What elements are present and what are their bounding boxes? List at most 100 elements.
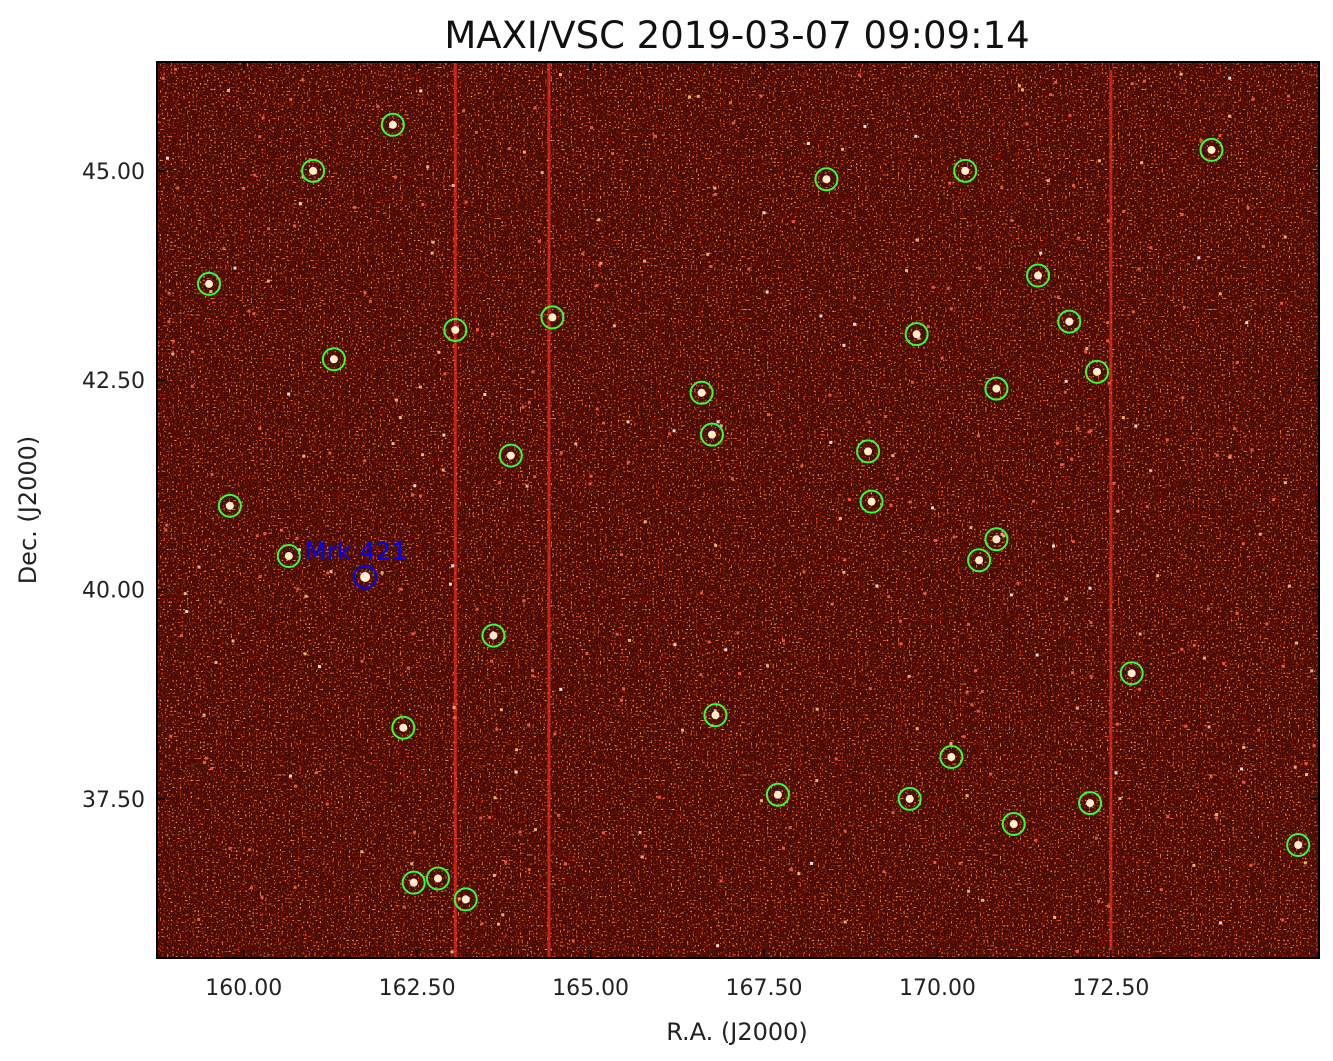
pixel-speck: [891, 811, 895, 815]
pixel-speck: [521, 405, 525, 409]
pixel-speck: [830, 602, 834, 606]
pixel-speck: [1280, 301, 1284, 305]
pixel-speck: [558, 73, 562, 77]
pixel-speck: [1000, 532, 1004, 536]
pixel-speck: [819, 314, 823, 318]
pixel-speck: [962, 735, 966, 739]
pixel-speck: [926, 325, 930, 329]
y-tick-label: 45.00: [82, 160, 145, 185]
image-plot-area: Mrk 421: [156, 61, 1320, 959]
pixel-speck: [533, 475, 537, 479]
detection-circle: [197, 271, 222, 296]
pixel-speck: [597, 218, 601, 222]
pixel-speck: [174, 67, 178, 71]
pixel-speck: [267, 227, 271, 231]
source-blob: [451, 325, 460, 334]
pixel-speck: [834, 757, 838, 761]
pixel-speck: [815, 779, 819, 783]
source-blob: [399, 723, 408, 732]
pixel-speck: [499, 708, 503, 712]
pixel-speck: [1272, 498, 1276, 502]
pixel-speck: [1197, 256, 1201, 260]
pixel-speck: [325, 802, 329, 806]
pixel-speck: [626, 460, 630, 464]
pixel-speck: [1149, 246, 1153, 250]
pixel-speck: [1207, 725, 1211, 729]
pixel-speck: [797, 872, 801, 876]
pixel-speck: [1215, 813, 1219, 817]
pixel-speck: [1114, 771, 1118, 775]
pixel-speck: [1089, 429, 1093, 433]
pixel-speck: [242, 187, 246, 191]
pixel-speck: [1106, 339, 1110, 343]
speckle-texture: [157, 62, 1319, 958]
pixel-speck: [1245, 321, 1249, 325]
pixel-speck: [842, 343, 846, 347]
pixel-speck: [363, 459, 367, 463]
detection-circle: [217, 493, 242, 518]
pixel-speck: [293, 885, 297, 889]
streak-line: [453, 62, 457, 958]
pixel-speck: [1068, 113, 1072, 117]
y-tick-label: 37.50: [82, 788, 145, 813]
source-blob: [1294, 840, 1303, 849]
pixel-speck: [326, 571, 330, 575]
pixel-speck: [857, 73, 861, 77]
pixel-speck: [910, 380, 914, 384]
pixel-speck: [789, 868, 793, 872]
pixel-speck: [413, 830, 417, 834]
pixel-speck: [626, 420, 630, 424]
pixel-speck: [252, 312, 256, 316]
detection-circle: [1085, 359, 1110, 384]
source-blob: [1009, 820, 1018, 829]
pixel-speck: [1265, 622, 1269, 626]
pixel-speck: [442, 433, 446, 437]
pixel-speck: [765, 290, 769, 294]
pixel-speck: [247, 309, 251, 313]
pixel-speck: [907, 674, 911, 678]
pixel-speck: [1039, 251, 1043, 255]
source-blob: [1127, 669, 1136, 678]
pixel-speck: [707, 640, 711, 644]
pixel-speck: [1056, 295, 1060, 299]
pixel-speck: [657, 795, 661, 799]
pixel-speck: [260, 895, 264, 899]
pixel-speck: [498, 481, 502, 485]
pixel-speck: [738, 672, 742, 676]
pixel-speck: [495, 727, 499, 731]
pixel-speck: [1232, 427, 1236, 431]
pixel-speck: [171, 352, 175, 356]
pixel-speck: [1229, 454, 1233, 458]
pixel-speck: [421, 202, 425, 206]
pixel-speck: [431, 240, 435, 244]
pixel-speck: [507, 147, 511, 151]
detection-circle: [699, 422, 724, 447]
pixel-speck: [1242, 780, 1246, 784]
source-blob: [548, 313, 557, 322]
pixel-speck: [1159, 888, 1163, 892]
pixel-speck: [759, 799, 763, 803]
pixel-speck: [293, 224, 297, 228]
pixel-speck: [531, 370, 535, 374]
pixel-speck: [255, 534, 259, 538]
pixel-speck: [443, 372, 447, 376]
pixel-speck: [724, 648, 728, 652]
detection-circle: [401, 870, 426, 895]
pixel-speck: [258, 135, 262, 139]
pixel-speck: [949, 742, 953, 746]
source-blob: [905, 794, 914, 803]
pixel-speck: [406, 666, 410, 670]
pixel-speck: [1052, 544, 1056, 548]
source-blob: [864, 447, 873, 456]
pixel-speck: [559, 687, 563, 691]
pixel-speck: [643, 259, 647, 263]
pixel-speck: [895, 477, 899, 481]
pixel-speck: [914, 134, 918, 138]
detection-circle: [425, 866, 450, 891]
pixel-speck: [571, 939, 575, 943]
streak-line: [1109, 62, 1113, 958]
source-blob: [388, 120, 397, 129]
pixel-speck: [1281, 918, 1285, 922]
source-blob: [867, 497, 876, 506]
pixel-speck: [248, 848, 252, 852]
